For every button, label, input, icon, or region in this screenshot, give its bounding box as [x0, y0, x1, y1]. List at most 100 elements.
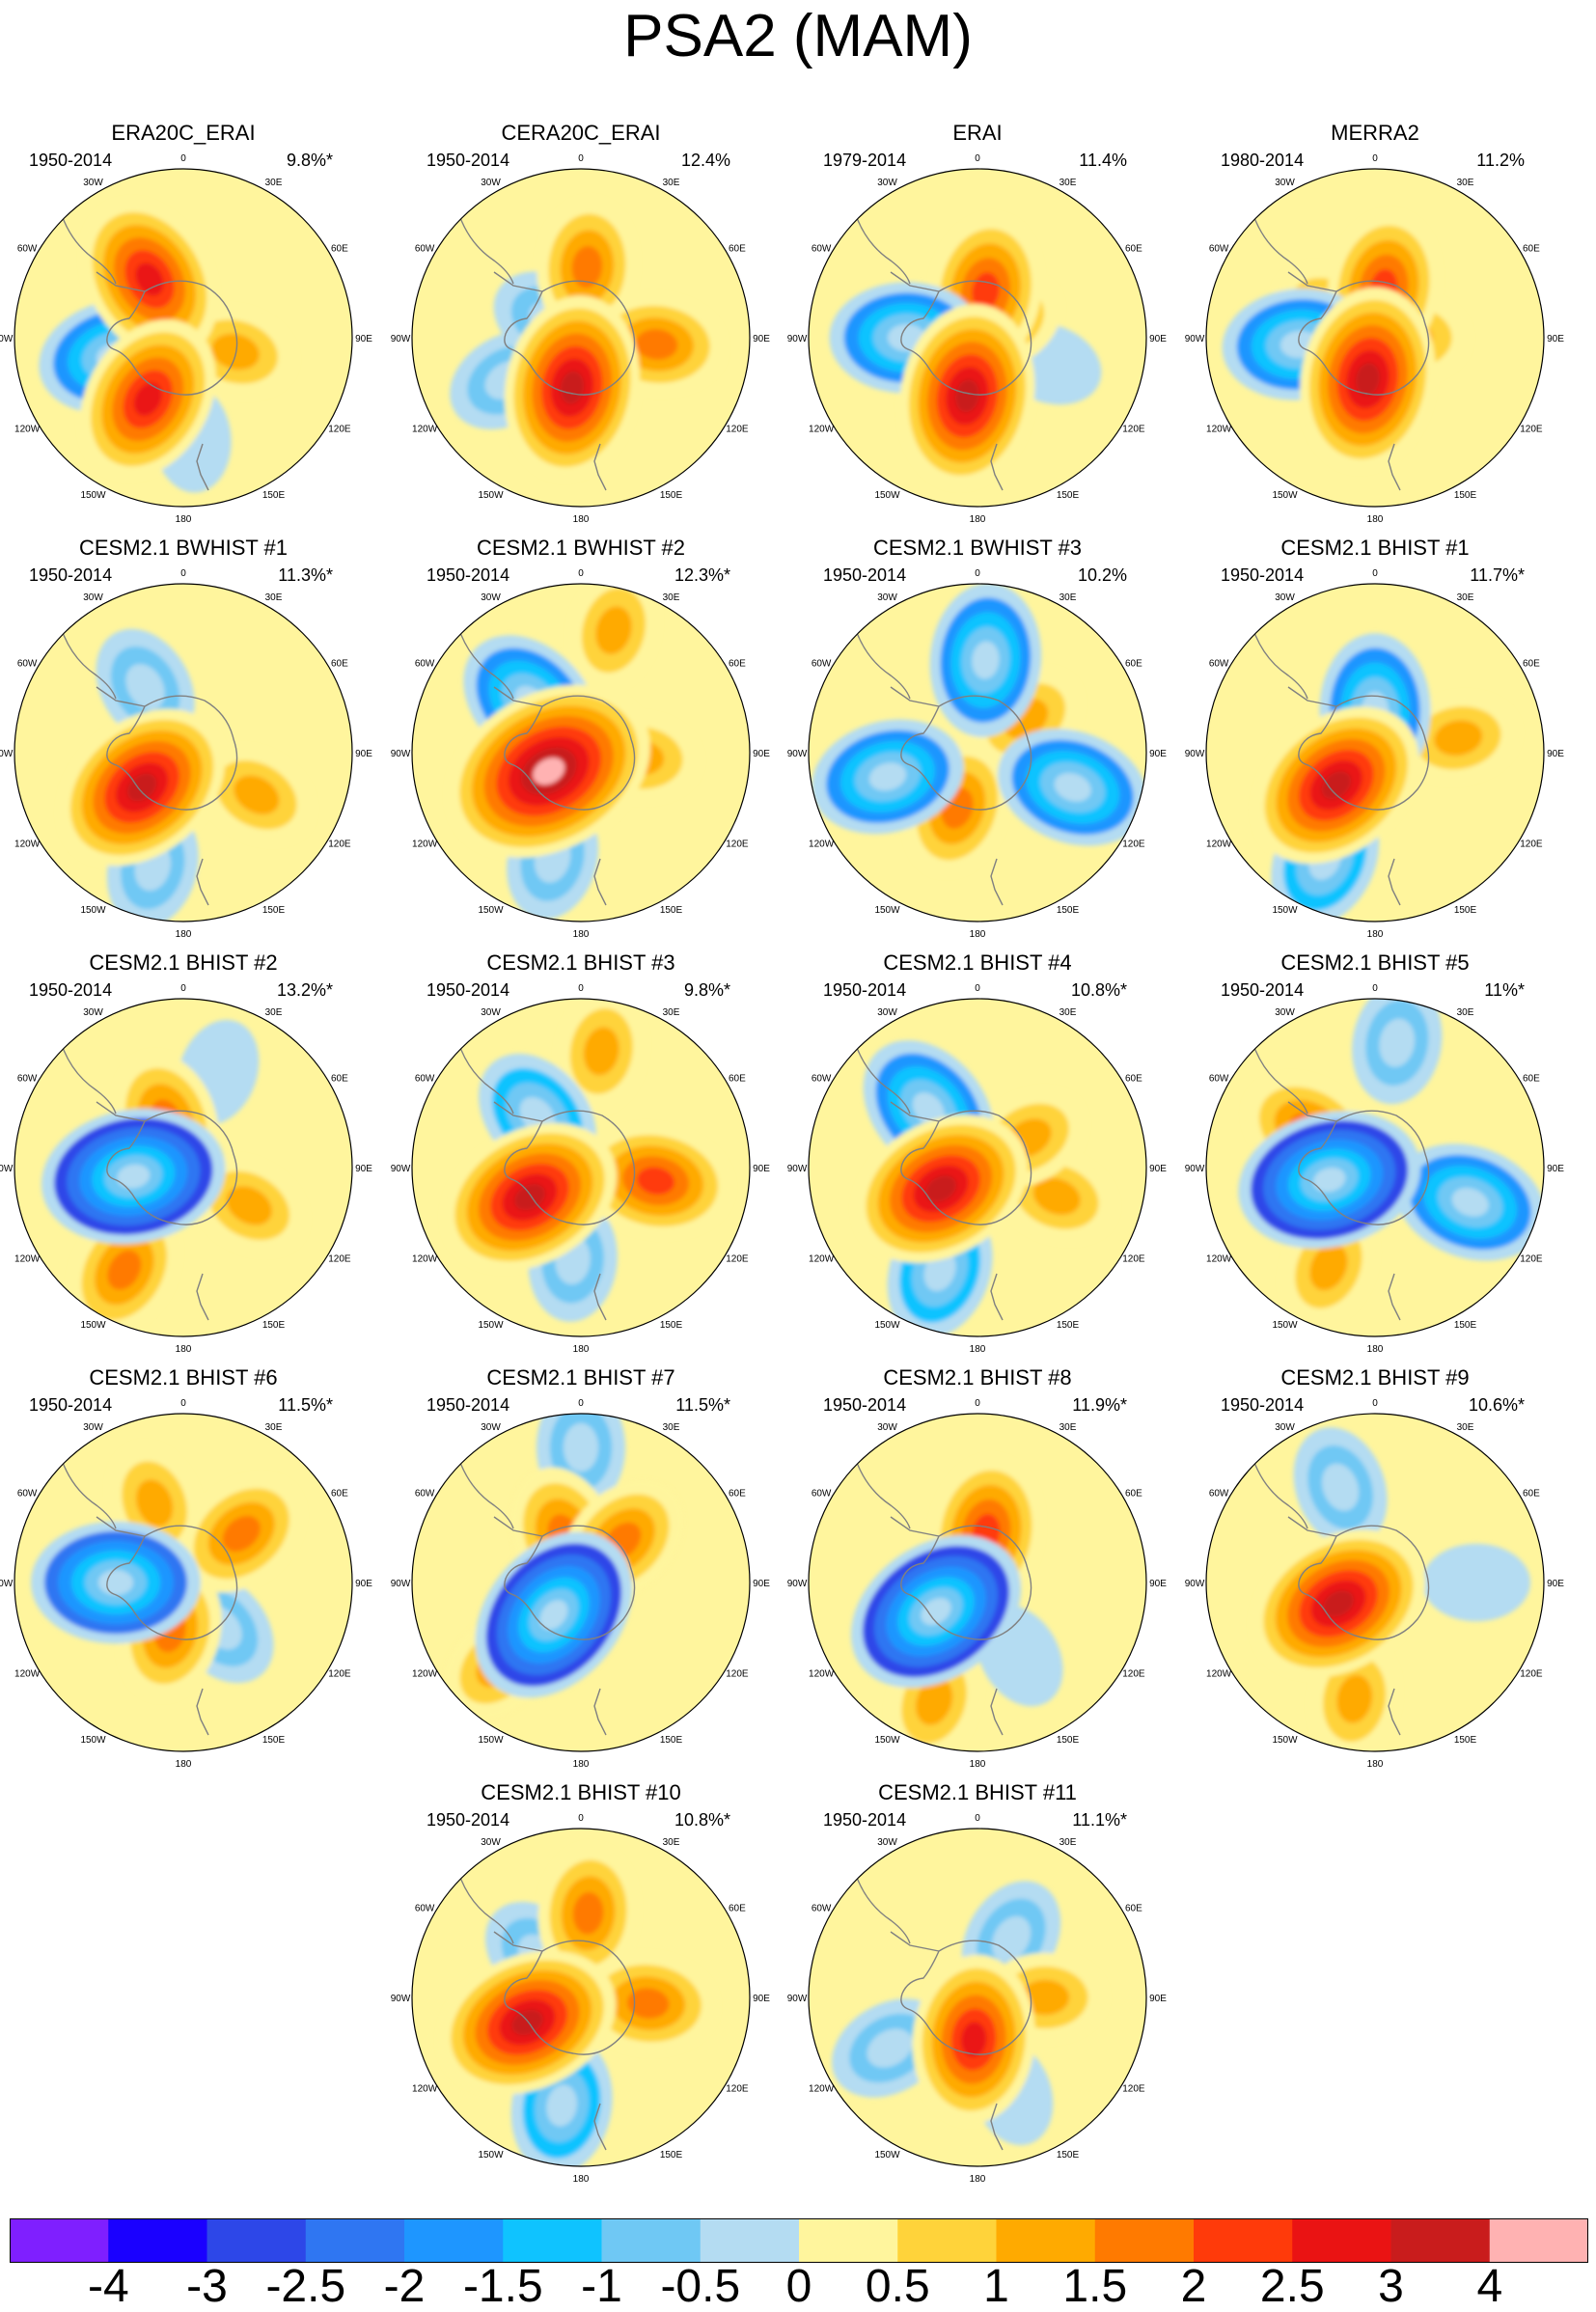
longitude-label: 150W [1272, 490, 1298, 501]
antarctica-coastline [504, 695, 636, 811]
panel-period: 1950-2014 [29, 151, 113, 170]
anomaly-contour [234, 775, 280, 814]
longitude-label: 60W [415, 1074, 435, 1085]
polar-map: 0 30E 60E 90E 120E 150E 180 150W 120W 90W 60W 30W [1185, 1398, 1565, 1770]
panel-title: CESM2.1 BHIST #7 [486, 1365, 675, 1390]
colorbar-tick-label: -0.5 [660, 2261, 741, 2312]
antarctic-peninsula [493, 1516, 543, 1537]
polar-map: 0 30E 60E 90E 120E 150E 180 150W 120W 90W 60W 30W [787, 983, 1168, 1355]
longitude-label: 0 [578, 1398, 584, 1409]
map-panel: CESM2.1 BHIST #5 1950-2014 11%* 0 30E 60E 90E 1… [1185, 950, 1565, 1355]
panel-period: 1950-2014 [427, 980, 510, 1000]
longitude-label: 180 [970, 2174, 986, 2185]
south-america-coastline [454, 1861, 514, 1944]
south-america-coastline [851, 202, 911, 285]
longitude-label: 60W [17, 659, 38, 670]
longitude-label: 150W [874, 905, 900, 916]
antarctica-coastline [106, 695, 238, 811]
longitude-label: 60W [17, 244, 38, 255]
map-boundary [808, 998, 1147, 1337]
polar-map: 0 30E 60E 90E 120E 150E 180 150W 120W 90W 60W 30W [0, 153, 372, 525]
map-boundary [1205, 583, 1545, 922]
longitude-label: 150E [660, 2150, 683, 2161]
panel-variance: 12.4% [680, 151, 730, 170]
new-zealand-coastline [1388, 443, 1401, 491]
longitude-label: 120E [1520, 1254, 1543, 1265]
longitude-label: 30E [663, 1422, 680, 1433]
figure-title: PSA2 (MAM) [623, 3, 973, 69]
map-boundary [808, 1828, 1147, 2167]
longitude-label: 60W [812, 659, 832, 670]
longitude-label: 90W [787, 749, 808, 759]
longitude-label: 90W [0, 334, 14, 344]
longitude-label: 30E [663, 592, 680, 603]
south-america-coastline [851, 1032, 911, 1115]
new-zealand-coastline [593, 1273, 607, 1321]
longitude-label: 120W [14, 839, 41, 850]
longitude-label: 120E [1122, 839, 1145, 850]
anomaly-contour [637, 1167, 675, 1195]
longitude-label: 90W [391, 1579, 411, 1589]
longitude-label: 30E [1059, 1422, 1077, 1433]
colorbar-tick-label: -1.5 [462, 2261, 543, 2312]
longitude-label: 180 [573, 1759, 590, 1770]
map-panel: CESM2.1 BHIST #8 1950-2014 11.9%* 0 30E 60E 90… [787, 1365, 1168, 1770]
longitude-label: 30E [265, 592, 283, 603]
anomaly-contour [125, 664, 165, 710]
longitude-label: 180 [573, 514, 590, 525]
longitude-label: 180 [176, 1344, 192, 1355]
antarctic-peninsula [96, 1516, 146, 1537]
antarctic-peninsula [96, 686, 146, 707]
map-panel: CESM2.1 BHIST #4 1950-2014 10.8%* 0 30E 60E 90… [787, 950, 1168, 1355]
longitude-label: 120W [412, 2084, 438, 2095]
anomaly-contour [635, 329, 678, 360]
anomaly-contour [135, 262, 164, 296]
map-boundary [14, 168, 353, 508]
colorbar-swatch [1194, 2218, 1293, 2263]
panel-title: CESM2.1 BHIST #9 [1280, 1365, 1470, 1390]
longitude-label: 60E [1523, 244, 1540, 255]
map-panel: CESM2.1 BHIST #2 1950-2014 13.2%* 0 30E 60E 90… [0, 950, 372, 1355]
panel-variance: 11.5%* [278, 1395, 333, 1415]
panel-period: 1980-2014 [1221, 151, 1305, 170]
longitude-label: 120E [1122, 425, 1145, 435]
longitude-label: 30E [1059, 1007, 1077, 1018]
map-panel: CESM2.1 BHIST #10 1950-2014 10.8%* 0 30E 60E 9… [391, 1780, 771, 2185]
longitude-label: 60W [812, 1904, 832, 1914]
longitude-label: 90E [1547, 1164, 1564, 1174]
map-boundary [411, 1828, 751, 2167]
longitude-label: 0 [578, 983, 584, 994]
longitude-label: 120W [14, 425, 41, 435]
antarctica-coastline [504, 1110, 636, 1225]
longitude-label: 90E [1149, 1994, 1167, 2004]
map-boundary [411, 1413, 751, 1752]
panel-variance: 10.6%* [1468, 1395, 1525, 1415]
longitude-label: 30W [877, 592, 897, 603]
polar-map: 0 30E 60E 90E 120E 150E 180 150W 120W 90W 60W 30W [787, 568, 1168, 940]
colorbar-swatch [897, 2218, 997, 2263]
panel-variance: 11.9%* [1072, 1395, 1127, 1415]
antarctica-coastline [106, 280, 238, 396]
panel-period: 1950-2014 [427, 565, 510, 585]
longitude-label: 90W [391, 334, 411, 344]
antarctica-coastline [900, 1110, 1032, 1225]
longitude-label: 30W [1275, 1007, 1295, 1018]
anomaly-contour [972, 641, 1000, 679]
longitude-label: 120W [1206, 1669, 1232, 1680]
longitude-label: 120W [412, 1669, 438, 1680]
longitude-label: 60E [729, 659, 746, 670]
new-zealand-coastline [196, 858, 209, 906]
map-boundary [1205, 1413, 1545, 1752]
anomaly-contour [126, 773, 157, 802]
panel-variance: 9.8%* [683, 980, 730, 1000]
anomaly-contour [921, 1598, 951, 1626]
anomaly-contour [133, 382, 162, 416]
longitude-label: 150E [1454, 1735, 1477, 1746]
antarctic-peninsula [96, 271, 146, 292]
longitude-label: 60E [729, 1904, 746, 1914]
longitude-label: 90W [1185, 1579, 1205, 1589]
longitude-label: 60E [1125, 659, 1142, 670]
panel-title: CESM2.1 BHIST #8 [883, 1365, 1072, 1390]
longitude-label: 30W [1275, 592, 1295, 603]
anomaly-contour [571, 246, 603, 289]
